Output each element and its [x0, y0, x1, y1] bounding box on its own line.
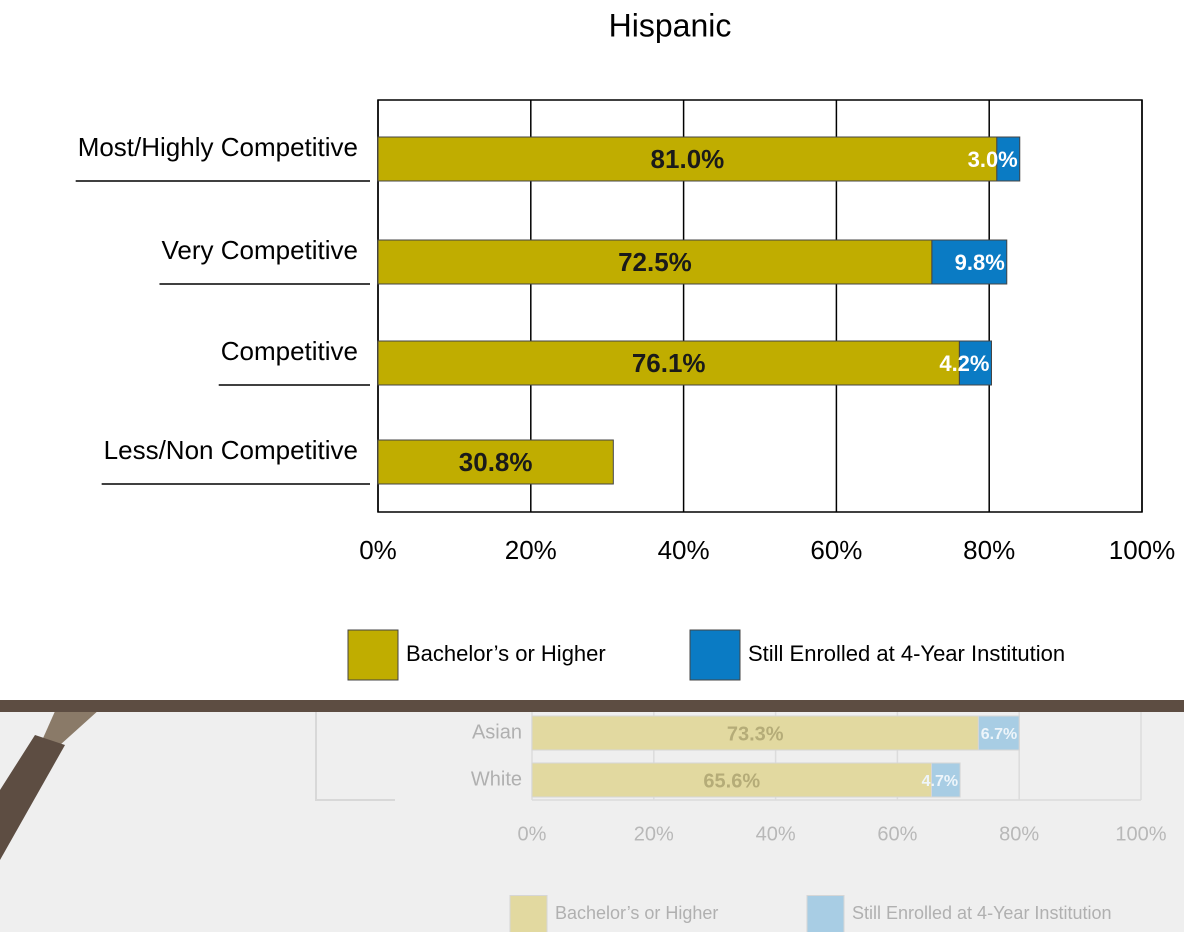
x-tick-label: 80% — [999, 823, 1039, 845]
category-label: White — [471, 768, 522, 790]
legend-label: Still Enrolled at 4-Year Institution — [852, 903, 1111, 923]
x-tick-label: 40% — [658, 535, 710, 565]
value-label: 81.0% — [651, 144, 725, 174]
bar-segment — [377, 136, 998, 182]
chart-panel: 0% 20% 40% 60% 80% 100% Asian 73.3% 6.7% White 65.… — [471, 712, 1167, 932]
value-label: 65.6% — [703, 770, 760, 792]
x-tick-label: 60% — [810, 535, 862, 565]
bar-segment — [958, 340, 992, 386]
faded-frame — [315, 712, 395, 801]
value-label: 76.1% — [632, 348, 706, 378]
value-label: 4.7% — [922, 773, 958, 790]
bar-segment — [531, 762, 933, 798]
x-tick-label: 100% — [1109, 535, 1176, 565]
x-tick-label: 60% — [877, 823, 917, 845]
bar-segment — [377, 239, 933, 285]
chart-panel: Hispanic 0% 20% 40% 60% 80% 100% Most/Highly Co… — [75, 7, 1176, 681]
bar-segment — [377, 439, 614, 485]
bar-segment — [931, 762, 961, 798]
legend-label: Still Enrolled at 4-Year Institution — [748, 641, 1065, 666]
legend-label: Bachelor’s or Higher — [406, 641, 606, 666]
decoration — [0, 735, 65, 860]
value-label: 72.5% — [618, 247, 692, 277]
bar-segment — [996, 136, 1021, 182]
x-tick-label: 100% — [1115, 823, 1166, 845]
divider-band — [0, 700, 1184, 712]
legend-swatch — [689, 629, 741, 681]
legend-swatch — [347, 629, 399, 681]
value-label: 30.8% — [459, 447, 533, 477]
x-tick-label: 0% — [518, 823, 547, 845]
category-label: Less/Non Competitive — [104, 435, 358, 465]
x-tick-label: 40% — [756, 823, 796, 845]
x-tick-label: 80% — [963, 535, 1015, 565]
category-label: Asian — [472, 721, 522, 743]
category-label: Very Competitive — [161, 235, 358, 265]
category-label: Most/Highly Competitive — [78, 132, 358, 162]
legend-swatch — [509, 895, 548, 932]
x-tick-label: 0% — [359, 535, 397, 565]
category-label: Competitive — [221, 336, 358, 366]
bar-segment — [977, 715, 1020, 751]
legend-swatch — [806, 895, 845, 932]
bar-segment — [931, 239, 1008, 285]
legend-label: Bachelor’s or Higher — [555, 903, 718, 923]
value-label: 9.8% — [955, 250, 1005, 275]
chart-title: Hispanic — [609, 7, 732, 43]
value-label: 73.3% — [727, 723, 784, 745]
x-tick-label: 20% — [634, 823, 674, 845]
bar-segment — [377, 340, 960, 386]
value-label: 4.2% — [939, 351, 989, 376]
value-label: 3.0% — [968, 147, 1018, 172]
x-tick-label: 20% — [505, 535, 557, 565]
value-label: 6.7% — [981, 726, 1017, 743]
